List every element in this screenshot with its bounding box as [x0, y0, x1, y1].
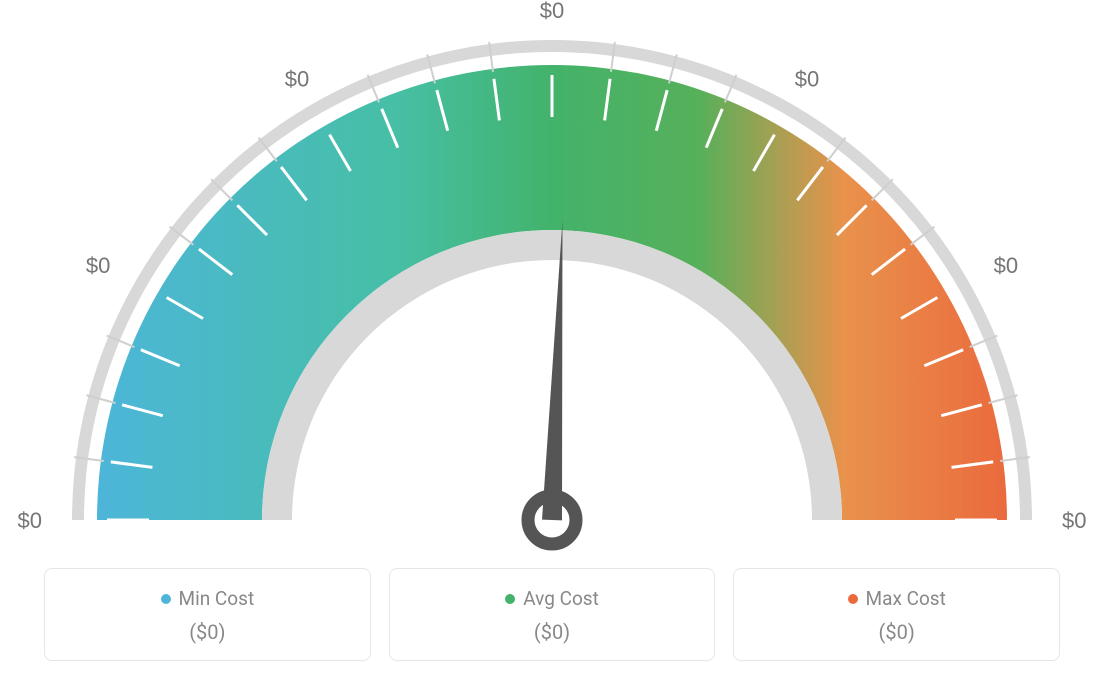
svg-text:$0: $0: [285, 66, 309, 91]
legend-label-max: Max Cost: [866, 587, 946, 610]
legend-value-max: ($0): [734, 620, 1059, 644]
legend-card-avg: Avg Cost ($0): [389, 568, 716, 661]
svg-text:$0: $0: [18, 508, 42, 533]
legend-card-min: Min Cost ($0): [44, 568, 371, 661]
svg-text:$0: $0: [795, 66, 819, 91]
svg-text:$0: $0: [86, 253, 110, 278]
legend-value-min: ($0): [45, 620, 370, 644]
legend-top-min: Min Cost: [45, 587, 370, 610]
svg-text:$0: $0: [540, 0, 564, 23]
legend-label-min: Min Cost: [179, 587, 255, 610]
gauge-area: $0 $0 $0 $0 $0 $0 $0: [0, 0, 1104, 560]
legend-card-max: Max Cost ($0): [733, 568, 1060, 661]
legend-dot-max: [848, 594, 858, 604]
svg-text:$0: $0: [994, 253, 1018, 278]
legend-value-avg: ($0): [390, 620, 715, 644]
cost-gauge-widget: $0 $0 $0 $0 $0 $0 $0 Min Cost ($0) Avg Cost ($…: [0, 0, 1104, 690]
legend-label-avg: Avg Cost: [523, 587, 599, 610]
legend-top-avg: Avg Cost: [390, 587, 715, 610]
legend-dot-avg: [505, 594, 515, 604]
legend-top-max: Max Cost: [734, 587, 1059, 610]
legend-dot-min: [161, 594, 171, 604]
legend-row: Min Cost ($0) Avg Cost ($0) Max Cost ($0…: [0, 568, 1104, 661]
svg-text:$0: $0: [1062, 508, 1086, 533]
gauge-svg: $0 $0 $0 $0 $0 $0 $0: [0, 0, 1104, 560]
